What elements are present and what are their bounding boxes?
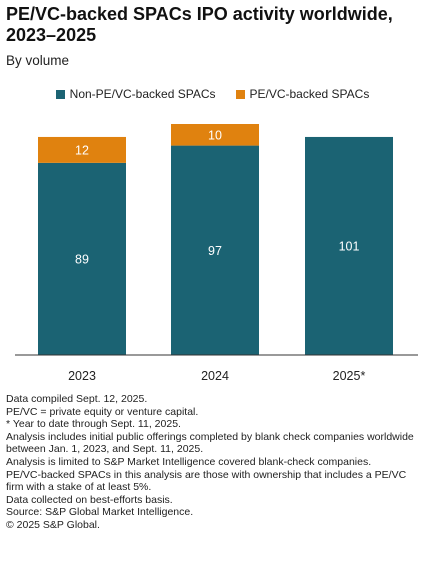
x-tick-label-2023: 2023 [68, 369, 96, 383]
footnote-line: © 2025 S&P Global. [6, 518, 100, 531]
data-label-non-pe-2025: 101 [339, 239, 360, 253]
stacked-bar-chart: 89 12 2023 97 10 2024 101 2025* [15, 124, 418, 383]
bar-non-pe-2023 [38, 162, 126, 355]
bar-non-pe-2024 [171, 145, 259, 355]
bar-pe-2023 [38, 136, 126, 163]
chart-legend: Non-PE/VC-backed SPACs PE/VC-backed SPAC… [0, 87, 425, 101]
footnote-line: PE/VC = private equity or venture capita… [6, 405, 199, 418]
footnote-line: Data compiled Sept. 12, 2025. [6, 393, 148, 405]
legend-label-pe: PE/VC-backed SPACs [249, 87, 370, 101]
data-label-pe-2024: 10 [208, 128, 222, 142]
data-label-non-pe-2023: 89 [75, 252, 89, 266]
x-tick-label-2024: 2024 [201, 369, 229, 383]
chart-title: PE/VC-backed SPACs IPO activity worldwid… [6, 4, 393, 45]
footnote-line: Data collected on best-efforts basis. [6, 493, 173, 506]
x-tick-label-2025: 2025* [333, 369, 366, 383]
legend-item-pe: PE/VC-backed SPACs [235, 87, 370, 101]
footnote-line: Analysis includes initial public offerin… [6, 430, 414, 456]
legend-label-non-pe: Non-PE/VC-backed SPACs [69, 87, 216, 101]
legend-item-non-pe: Non-PE/VC-backed SPACs [55, 87, 216, 101]
chart-subtitle: By volume [6, 53, 70, 68]
data-label-non-pe-2024: 97 [208, 244, 222, 258]
legend-swatch-pe [235, 89, 245, 99]
footnote-line: * Year to date through Sept. 11, 2025. [6, 418, 181, 431]
footnote-line: PE/VC-backed SPACs in this analysis are … [6, 468, 407, 494]
chart-footnotes: Data compiled Sept. 12, 2025. PE/VC = pri… [6, 393, 418, 532]
data-label-pe-2023: 12 [75, 143, 89, 157]
footnote-line: Source: S&P Global Market Intelligence. [6, 506, 194, 519]
bar-pe-2024 [171, 124, 259, 146]
bar-non-pe-2025 [305, 136, 393, 355]
footnote-line: Analysis is limited to S&P Market Intell… [6, 455, 372, 468]
legend-swatch-non-pe [55, 89, 65, 99]
